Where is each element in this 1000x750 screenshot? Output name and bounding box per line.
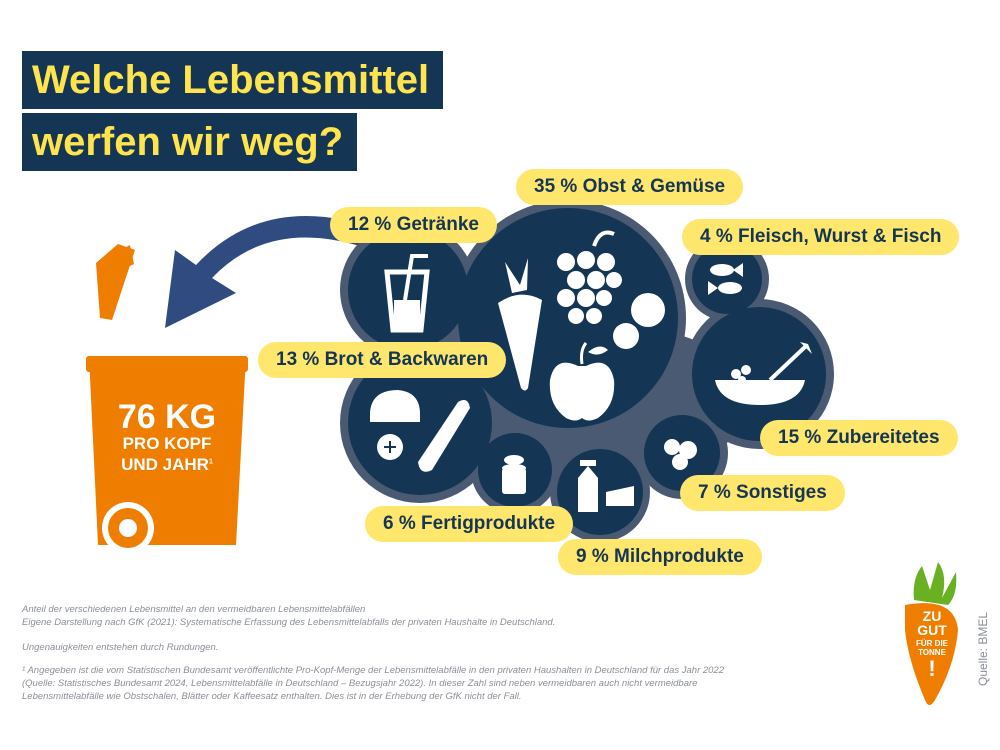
grapes-icon (557, 230, 622, 324)
category-circles (348, 208, 826, 535)
bin-body (89, 356, 246, 545)
logo-line-2: GUT (917, 622, 947, 638)
logo-line-5: ! (928, 656, 936, 681)
circle-zubereitetes (692, 307, 826, 441)
bowl-icon (715, 342, 812, 405)
misc-food-icon (664, 439, 697, 470)
label-fleisch-wurst-fisch: 4 % Fleisch, Wurst & Fisch (682, 219, 960, 255)
radish-icon (613, 293, 665, 349)
label-fertigprodukte: 6 % Fertigprodukte (365, 506, 574, 542)
circle-milchprodukte (557, 449, 643, 535)
circle-obst-gemuese (458, 208, 678, 428)
title-line-1: Welche Lebensmittel (22, 51, 444, 109)
cheese-icon (606, 486, 634, 506)
milk-carton-icon (578, 460, 598, 512)
label-obst-gemuese: 35 % Obst & Gemüse (516, 169, 744, 205)
bin-per-year: UND JAHR1 (92, 455, 242, 475)
bin-per-year-text: UND JAHR (121, 455, 209, 474)
glass-icon (384, 254, 430, 333)
footnote-line-1: Anteil der verschiedenen Lebensmittel an… (22, 604, 366, 615)
label-getraenke: 12 % Getränke (330, 207, 497, 243)
bin-per-person: PRO KOPF (122, 434, 212, 453)
carrot-icon (498, 258, 542, 391)
footnote-note: ¹ Angegeben ist die vom Statistischen Bu… (22, 665, 725, 702)
source-credit: Quelle: BMEL (976, 611, 990, 686)
zu-gut-fuer-die-tonne-logo (905, 562, 958, 705)
trash-bin-icon (86, 244, 248, 554)
label-milchprodukte: 9 % Milchprodukte (558, 539, 762, 575)
footnote-marker: 1 (208, 458, 213, 466)
fish-icon (708, 263, 743, 295)
circle-brot (348, 351, 492, 495)
logo-line-4: TONNE (918, 648, 946, 657)
footnote-line-3: Ungenauigkeiten entstehen durch Rundunge… (22, 642, 219, 653)
circle-fleisch-fisch (692, 244, 762, 314)
label-sonstiges: 7 % Sonstiges (680, 475, 845, 511)
can-icon (502, 455, 526, 494)
label-brot-backwaren: 13 % Brot & Backwaren (258, 342, 507, 378)
logo-line-1: ZU (922, 608, 942, 624)
apple-icon (549, 342, 615, 421)
footnote-line-2: Eigene Darstellung nach GfK (2021): Syst… (22, 617, 556, 628)
bread-icon (370, 390, 470, 472)
bin-amount: 76 KG (117, 398, 217, 436)
logo-line-3: FÜR DIE (916, 639, 948, 648)
label-zubereitetes: 15 % Zubereitetes (760, 420, 958, 456)
title-line-2: werfen wir weg? (22, 113, 358, 171)
arrow-icon (165, 216, 385, 328)
